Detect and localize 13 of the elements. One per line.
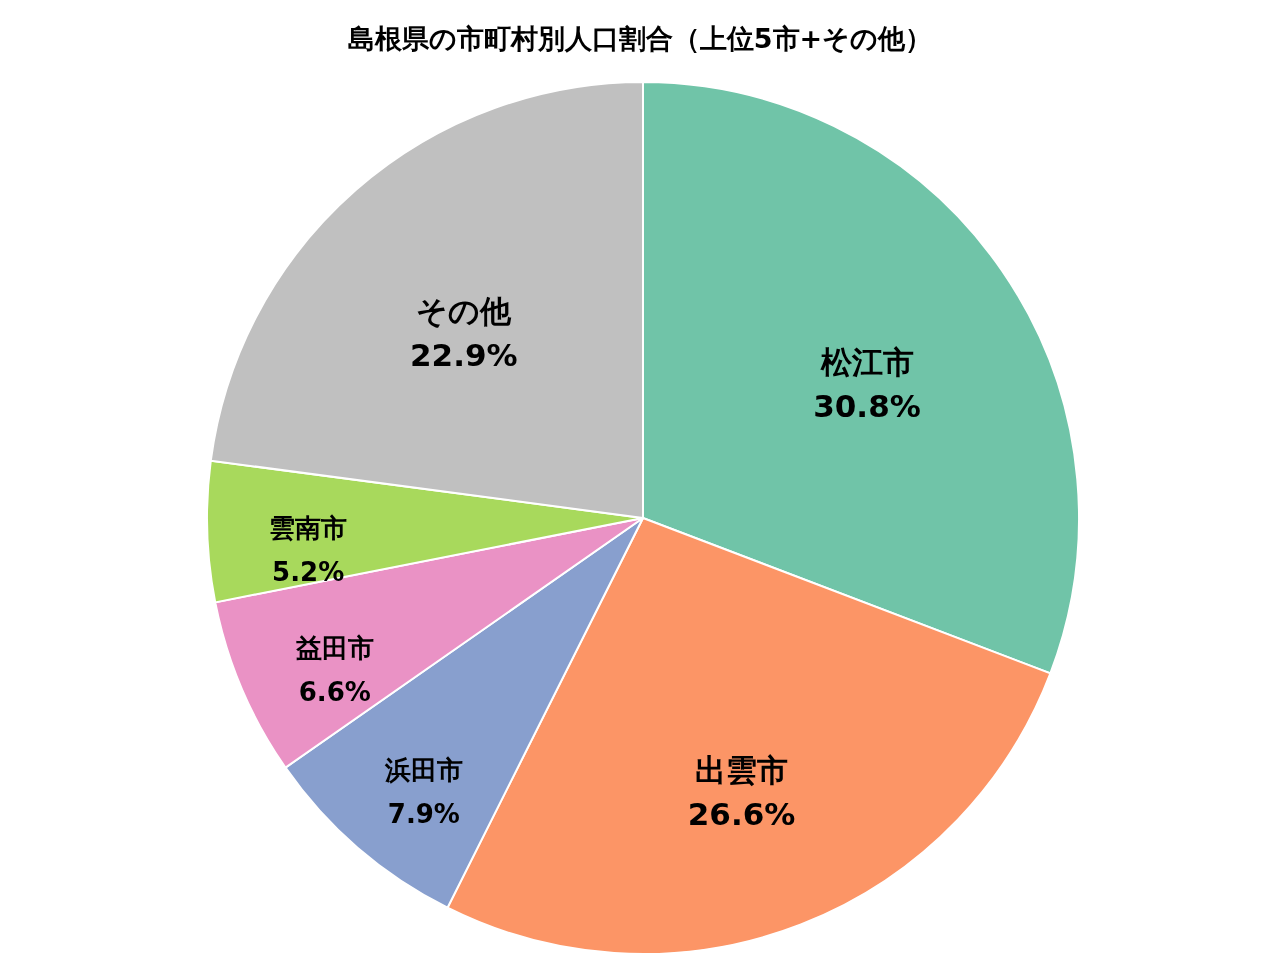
data-label: 22.9% (409, 337, 518, 374)
slice-label: 益田市 (295, 633, 374, 664)
data-label: 5.2% (272, 556, 345, 587)
data-label: 26.6% (687, 795, 796, 832)
chart-title: 島根県の市町村別人口割合（上位5市+その他） (347, 23, 933, 54)
slice-label: 松江市 (819, 343, 914, 380)
data-label: 30.8% (813, 387, 921, 424)
slice-label: 出雲市 (695, 751, 789, 788)
slice-label: その他 (416, 293, 513, 330)
data-label: 6.6% (298, 677, 371, 708)
slice-label: 浜田市 (383, 755, 463, 786)
slice-label: 雲南市 (269, 512, 348, 543)
data-label: 7.9% (387, 799, 460, 830)
